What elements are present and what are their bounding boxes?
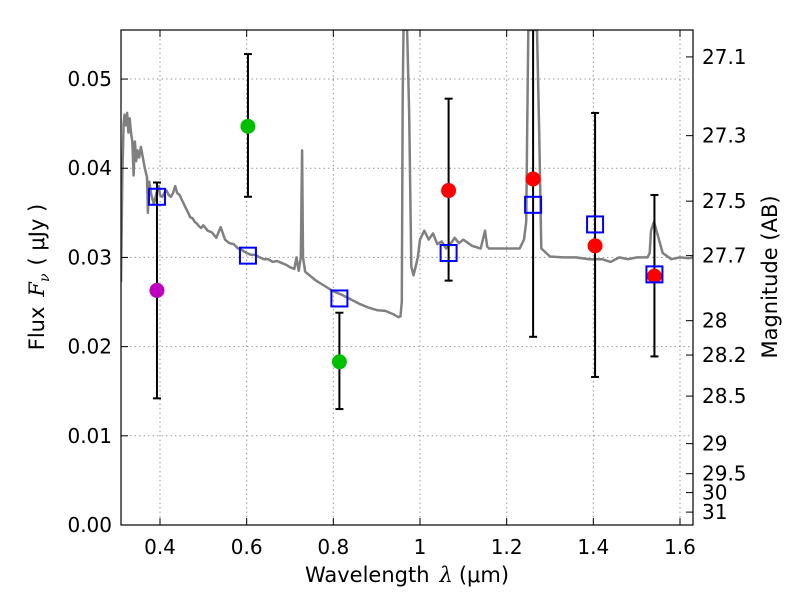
magnitude-axis-label: Magnitude (AB) bbox=[758, 195, 782, 358]
template-spectrum-line bbox=[121, 30, 693, 319]
observed-point-3 bbox=[441, 183, 457, 199]
model-point-2 bbox=[330, 289, 349, 308]
plot-area bbox=[121, 30, 693, 319]
magnitude-tick-label: 27.1 bbox=[702, 45, 747, 69]
observed-points bbox=[149, 118, 662, 370]
magnitude-tick-label: 28.5 bbox=[702, 384, 747, 408]
x-tick-label: 1.2 bbox=[491, 535, 523, 559]
x-tick-label: 1.4 bbox=[577, 535, 609, 559]
model-point-6 bbox=[645, 265, 664, 284]
y-tick-label: 0.04 bbox=[67, 156, 112, 180]
observed-point-2 bbox=[331, 354, 347, 370]
y-axis-label: Flux Fν ( μJy ) bbox=[25, 204, 53, 350]
y-axis-label-subscript: ν bbox=[37, 273, 53, 282]
y-axis-ticks: 0.00 0.01 0.02 0.03 0.04 0.05 bbox=[67, 67, 128, 537]
x-tick-label: 0.6 bbox=[231, 535, 263, 559]
model-photometry-points bbox=[147, 187, 664, 308]
y-tick-label: 0.01 bbox=[67, 424, 112, 448]
model-point-3 bbox=[439, 243, 458, 262]
magnitude-tick-label: 28.2 bbox=[702, 343, 747, 367]
model-point-0 bbox=[147, 187, 166, 206]
magnitude-tick-label: 28 bbox=[702, 309, 727, 333]
y-tick-label: 0.03 bbox=[67, 245, 112, 269]
model-point-5 bbox=[586, 215, 605, 234]
x-axis-label-symbol: λ bbox=[439, 563, 453, 587]
x-axis-label: Wavelength λ (μm) bbox=[305, 563, 509, 587]
observed-point-5 bbox=[587, 238, 603, 254]
observed-point-4 bbox=[525, 171, 541, 187]
magnitude-tick-label: 27.7 bbox=[702, 244, 747, 268]
x-axis-ticks: 0.4 0.6 0.8 1 1.2 1.4 1.6 bbox=[144, 30, 696, 559]
x-tick-label: 0.4 bbox=[144, 535, 176, 559]
x-axis-label-unit: (μm) bbox=[459, 563, 509, 587]
y-tick-label: 0.05 bbox=[67, 67, 112, 91]
plot-frame bbox=[120, 29, 694, 526]
x-tick-label: 1.6 bbox=[664, 535, 696, 559]
y-axis-label-text: Flux bbox=[25, 307, 49, 351]
magnitude-tick-label: 27.3 bbox=[702, 124, 747, 148]
model-point-4 bbox=[524, 195, 543, 214]
y-axis-label-symbol: F bbox=[25, 281, 49, 298]
y-axis-label-unit: ( μJy ) bbox=[25, 204, 49, 266]
x-tick-label: 0.8 bbox=[317, 535, 349, 559]
observed-point-1 bbox=[240, 118, 256, 134]
y-tick-label: 0.02 bbox=[67, 335, 112, 359]
x-axis-label-text: Wavelength bbox=[305, 563, 430, 587]
magnitude-tick-label: 30 bbox=[702, 481, 727, 505]
model-point-1 bbox=[238, 246, 257, 265]
magnitude-tick-label: 27.5 bbox=[702, 189, 747, 213]
observed-point-0 bbox=[149, 282, 165, 298]
magnitude-tick-label: 29.5 bbox=[702, 462, 747, 486]
magnitude-tick-label: 29 bbox=[702, 432, 727, 456]
magnitude-tick-label: 31 bbox=[702, 500, 727, 524]
y-tick-label: 0.00 bbox=[67, 513, 112, 537]
observed-point-6 bbox=[646, 268, 662, 284]
x-tick-label: 1 bbox=[414, 535, 427, 559]
